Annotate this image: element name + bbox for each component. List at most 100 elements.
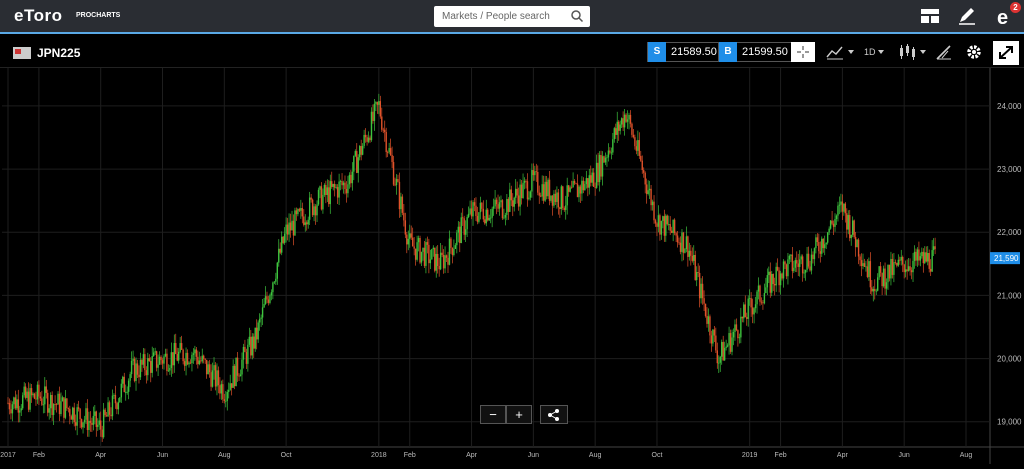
pencil-icon[interactable] — [955, 5, 979, 27]
candle-body — [598, 154, 601, 183]
candle-body — [559, 207, 561, 210]
candle-body — [851, 220, 854, 235]
candle-body — [522, 182, 524, 199]
candle-body — [516, 188, 518, 196]
x-tick-label: Apr — [95, 452, 107, 459]
profile-button[interactable]: e 2 — [993, 2, 1021, 29]
candle-body — [757, 285, 760, 292]
share-button[interactable] — [540, 405, 568, 424]
candle-body — [713, 329, 716, 336]
candle-body — [420, 251, 423, 263]
candle-body — [631, 123, 633, 135]
symbol-name[interactable]: JPN225 — [37, 46, 81, 60]
price-chart[interactable]: 19,000 20,000 21,000 22,000 23,000 24,000 2017… — [0, 68, 1024, 464]
candle-body — [7, 402, 9, 404]
candle-body — [267, 299, 270, 303]
candle-body — [910, 270, 913, 273]
candle-body — [919, 256, 922, 261]
candle-body — [545, 181, 548, 197]
chart-area[interactable]: 19,000 20,000 21,000 22,000 23,000 24,000 2017… — [0, 68, 1024, 464]
candle-body — [532, 170, 535, 176]
candle-body — [797, 263, 799, 267]
candle-body — [495, 199, 498, 205]
interval-button[interactable]: 1D — [864, 42, 886, 62]
candle-body — [281, 236, 283, 253]
candle-body — [24, 386, 27, 398]
candle-body — [856, 239, 858, 248]
candle-body — [326, 187, 329, 195]
candle-body — [354, 151, 356, 156]
candle-body — [97, 424, 99, 427]
candle-body — [110, 414, 112, 417]
zoom-in-button[interactable]: + — [506, 405, 532, 424]
candle-body — [772, 273, 774, 285]
candle-body — [781, 273, 783, 279]
candle-body — [519, 184, 521, 207]
candle-body — [428, 244, 430, 264]
candle-body — [891, 258, 894, 275]
candle-body — [369, 137, 371, 141]
candle-body — [526, 181, 529, 200]
search-box[interactable] — [434, 6, 590, 27]
search-input[interactable] — [442, 9, 568, 24]
candle-body — [338, 181, 340, 198]
zoom-out-button[interactable]: − — [480, 405, 506, 424]
candle-body — [576, 183, 579, 198]
candle-body — [94, 411, 96, 416]
candle-body — [133, 358, 136, 381]
search-icon[interactable] — [570, 9, 584, 23]
candle-body — [386, 152, 389, 153]
x-tick-label: Feb — [404, 452, 416, 459]
candle-body — [700, 283, 702, 299]
candle-body — [514, 188, 517, 198]
candle-body — [575, 183, 577, 185]
candle-body — [928, 252, 930, 269]
candle-body — [313, 206, 315, 216]
candle-body — [144, 354, 146, 371]
candle-body — [634, 137, 636, 147]
zoom-controls: − + — [480, 405, 568, 424]
candle-body — [885, 282, 888, 289]
candle-body — [616, 121, 618, 135]
etoro-logo[interactable]: eToro — [14, 6, 63, 25]
fullscreen-button[interactable] — [993, 41, 1019, 65]
candle-body — [32, 393, 34, 396]
candle-body — [528, 197, 530, 200]
candle-body — [489, 217, 492, 219]
chart-type-button[interactable] — [898, 42, 928, 62]
buy-price-button[interactable]: B 21599.50 — [718, 42, 794, 62]
candle-body — [272, 282, 274, 293]
candle-body — [615, 128, 617, 135]
candle-body — [544, 181, 546, 201]
settings-button[interactable] — [964, 42, 984, 62]
candle-body — [66, 398, 68, 409]
drawing-tools-button[interactable] — [934, 42, 954, 62]
candle-body — [100, 420, 102, 430]
candle-body — [531, 170, 533, 192]
candle-body — [513, 197, 515, 207]
profile-icon: e — [997, 7, 1008, 29]
candle-body — [881, 272, 883, 287]
layout-icon[interactable] — [918, 5, 942, 27]
candle-body — [768, 271, 770, 276]
candle-body — [681, 232, 683, 252]
candle-body — [138, 374, 140, 378]
candle-body — [504, 214, 507, 218]
candle-body — [406, 234, 408, 245]
sell-price-button[interactable]: S 21589.50 — [647, 42, 723, 62]
indicators-button[interactable] — [826, 42, 856, 62]
candle-body — [725, 346, 727, 348]
candle-body — [740, 316, 742, 338]
crosshair-button[interactable] — [791, 42, 815, 62]
candle-body — [160, 356, 162, 361]
candle-body — [435, 253, 437, 271]
candle-body — [189, 362, 192, 364]
candle-body — [289, 222, 292, 231]
candle-body — [456, 232, 458, 246]
candle-body — [307, 219, 309, 225]
candle-body — [569, 187, 571, 192]
candle-body — [687, 236, 689, 257]
candle-body — [501, 200, 504, 219]
candle-body — [666, 215, 668, 225]
candle-body — [57, 393, 59, 405]
